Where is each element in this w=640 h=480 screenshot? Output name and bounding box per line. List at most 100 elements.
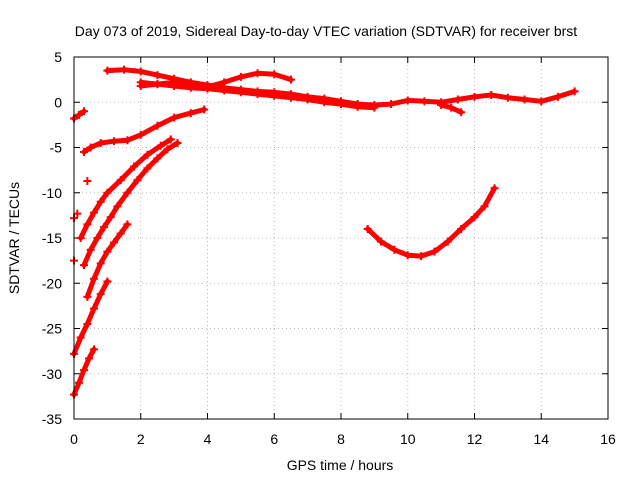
data-point <box>203 84 212 93</box>
data-point <box>73 209 82 218</box>
data-point <box>103 66 112 75</box>
data-point <box>153 121 162 130</box>
data-point <box>303 95 312 104</box>
series-line <box>81 140 180 268</box>
series-u-arc <box>363 184 499 261</box>
x-tick-label: 4 <box>204 431 212 447</box>
data-point <box>90 274 99 283</box>
series-rising-arc-4 <box>83 220 132 301</box>
data-point <box>337 100 345 109</box>
series-line <box>78 136 174 241</box>
data-point <box>103 277 112 286</box>
data-point <box>163 145 172 154</box>
data-point <box>236 88 245 97</box>
data-point <box>90 304 99 313</box>
y-tick-labels: -35 -30 -25 -20 -15 -10 -5 0 5 <box>42 49 62 427</box>
data-point <box>470 213 479 222</box>
data-point <box>136 78 145 87</box>
data-point <box>96 197 105 206</box>
data-point <box>133 176 142 185</box>
data-point <box>86 245 95 254</box>
data-point <box>76 333 85 342</box>
data-point <box>93 234 102 242</box>
data-point <box>90 208 99 217</box>
data-point <box>253 69 262 78</box>
x-axis-label: GPS time / hours <box>287 457 394 473</box>
data-point <box>166 135 175 144</box>
y-tick-label: -10 <box>42 185 62 201</box>
data-point <box>173 138 182 147</box>
data-point <box>86 143 95 152</box>
data-point <box>390 245 399 254</box>
y-tick-label: -15 <box>42 230 62 246</box>
y-tick-label: -20 <box>42 275 62 291</box>
data-point <box>470 92 479 101</box>
data-point <box>270 70 279 79</box>
series-rising-arc-5 <box>70 277 112 358</box>
data-point <box>75 110 84 119</box>
data-point <box>236 72 245 81</box>
data-point <box>170 113 179 122</box>
data-point <box>457 224 466 233</box>
data-point <box>136 130 145 139</box>
data-point <box>120 65 129 74</box>
data-point <box>420 97 429 106</box>
data-point <box>447 103 456 112</box>
data-point <box>153 154 162 163</box>
x-tick-label: 14 <box>533 431 549 447</box>
data-point <box>403 96 412 105</box>
data-point <box>490 184 499 193</box>
data-point <box>253 90 262 99</box>
series-rising-arc-1 <box>80 105 209 157</box>
data-point <box>76 234 85 242</box>
data-point <box>220 86 229 95</box>
data-point <box>200 105 209 114</box>
data-point <box>123 188 132 197</box>
x-tick-label: 12 <box>467 431 483 447</box>
plot-frame <box>73 56 609 420</box>
series-main-arc-c <box>136 78 379 112</box>
x-tick-label: 6 <box>270 431 278 447</box>
data-point <box>83 176 92 185</box>
data-point <box>443 237 452 246</box>
data-point <box>80 261 89 270</box>
data-point <box>430 247 439 256</box>
data-point <box>96 290 105 299</box>
data-point <box>153 71 162 80</box>
x-tick-label: 0 <box>70 431 78 447</box>
y-tick-label: -25 <box>42 321 62 337</box>
data-point <box>110 137 119 146</box>
data-point <box>186 83 195 92</box>
data-point <box>103 247 112 256</box>
data-point <box>123 220 132 229</box>
data-point <box>377 237 386 246</box>
data-point <box>286 93 295 102</box>
data-point <box>417 252 426 261</box>
data-point <box>487 91 496 100</box>
data-point <box>85 354 94 363</box>
data-point <box>136 67 145 76</box>
series-rising-arc-3 <box>80 138 182 270</box>
x-tick-label: 8 <box>337 431 345 447</box>
series-line <box>81 107 207 155</box>
data-point <box>370 103 379 112</box>
x-tick-label: 2 <box>137 431 145 447</box>
data-point <box>130 162 139 171</box>
series-rising-arc-2 <box>76 135 175 242</box>
data-point <box>286 75 295 84</box>
y-tick-label: -5 <box>50 140 63 156</box>
data-point <box>113 202 122 211</box>
data-point <box>437 100 446 109</box>
data-point <box>520 95 529 104</box>
x-tick-label: 16 <box>600 431 616 447</box>
data-point <box>387 100 396 109</box>
chart-title: Day 073 of 2019, Sidereal Day-to-day VTE… <box>75 23 577 39</box>
data-point <box>75 378 84 387</box>
data-point <box>103 188 112 197</box>
y-tick-label: 5 <box>54 49 62 65</box>
data-point <box>553 92 562 101</box>
data-point <box>453 95 462 104</box>
data-point <box>110 238 119 247</box>
data-point <box>170 81 179 90</box>
